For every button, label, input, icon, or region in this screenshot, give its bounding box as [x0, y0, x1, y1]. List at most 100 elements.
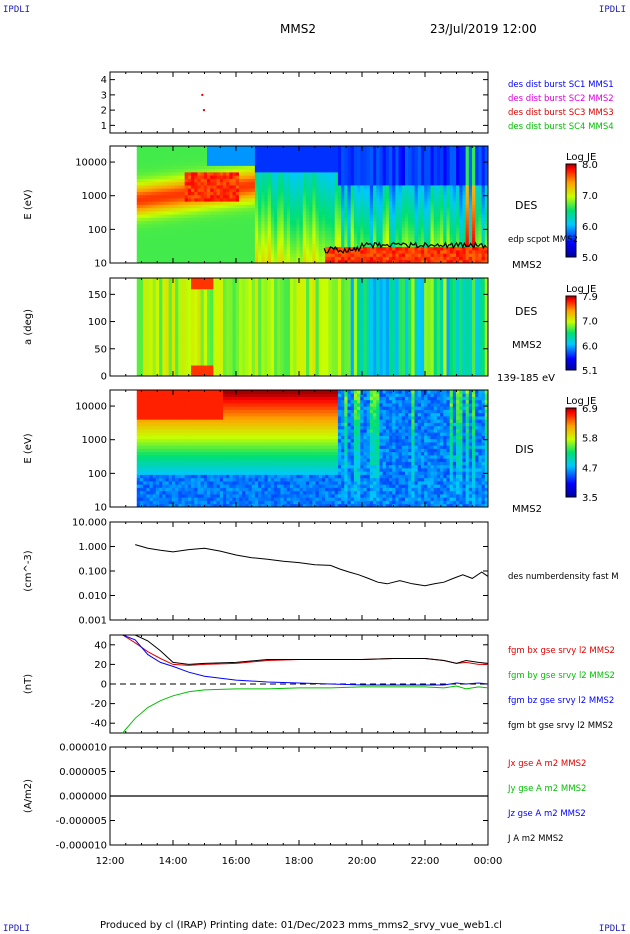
des-energy-cell	[197, 175, 202, 179]
des-energy-cell	[171, 172, 176, 176]
des-pitch-cell	[162, 280, 166, 284]
des-energy-cell	[162, 188, 166, 192]
des-energy-cell	[270, 188, 275, 192]
des-energy-cell	[452, 175, 457, 179]
des-pitch-cell	[175, 291, 179, 295]
des-pitch-cell	[191, 365, 195, 369]
des-energy-cell	[290, 224, 294, 228]
des-energy-cell	[143, 246, 147, 251]
des-energy-cell	[475, 194, 479, 199]
des-energy-cell	[363, 165, 368, 170]
des-energy-cell	[232, 188, 237, 192]
des-pitch-cell	[175, 343, 179, 347]
des-energy-cell	[440, 256, 444, 261]
des-pitch-cell	[171, 280, 176, 284]
des-energy-cell	[328, 214, 332, 218]
des-energy-cell	[213, 175, 217, 179]
des-pitch-cell	[159, 343, 163, 347]
des-energy-cell	[165, 230, 170, 235]
des-energy-cell	[357, 172, 361, 176]
des-pitch-cell	[139, 302, 144, 306]
des-energy-cell	[178, 224, 182, 228]
des-energy-cell	[392, 240, 396, 244]
des-energy-cell	[293, 146, 297, 150]
des-pitch-cell	[171, 332, 176, 336]
des-energy-cell	[270, 175, 275, 179]
des-energy-cell	[389, 188, 393, 192]
des-energy-cell	[385, 168, 390, 173]
des-energy-cell	[184, 256, 189, 261]
des-pitch-cell	[139, 288, 144, 293]
des-pitch-cell	[191, 359, 195, 363]
des-energy-cell	[385, 191, 390, 196]
des-energy-cell	[341, 243, 345, 248]
des-energy-cell	[449, 207, 454, 212]
des-energy-cell	[293, 175, 297, 179]
des-energy-cell	[258, 233, 262, 238]
des-energy-cell	[472, 230, 476, 235]
des-pitch-cell	[216, 321, 221, 325]
des-energy-cell	[417, 165, 422, 170]
des-energy-cell	[155, 233, 160, 238]
des-energy-cell	[309, 207, 313, 212]
des-energy-cell	[219, 217, 224, 222]
des-pitch-cell	[152, 313, 157, 317]
des-energy-cell	[462, 211, 467, 215]
des-energy-cell	[334, 194, 339, 199]
des-energy-cell	[443, 149, 447, 153]
des-energy-cell	[261, 172, 265, 176]
des-pitch-cell	[219, 291, 224, 295]
des-energy-cell	[443, 246, 447, 251]
des-energy-cell	[290, 246, 294, 251]
des-energy-cell	[424, 250, 428, 254]
des-pitch-cell	[143, 332, 147, 336]
des-pitch-cell	[216, 359, 221, 363]
des-energy-cell	[395, 198, 399, 202]
des-energy-cell	[331, 191, 336, 196]
des-pitch-cell	[162, 310, 166, 314]
des-energy-cell	[321, 168, 326, 173]
des-energy-cell	[280, 220, 285, 225]
des-energy-cell	[267, 250, 272, 254]
des-energy-cell	[363, 246, 368, 251]
des-energy-cell	[331, 224, 336, 228]
des-energy-cell	[337, 256, 342, 261]
des-energy-cell	[357, 201, 361, 205]
des-energy-cell	[290, 162, 294, 166]
des-energy-cell	[216, 146, 221, 150]
des-energy-cell	[472, 159, 476, 163]
des-energy-cell	[203, 201, 208, 205]
des-energy-cell	[229, 146, 233, 150]
des-energy-cell	[274, 227, 278, 231]
des-energy-cell	[465, 185, 470, 189]
des-energy-cell	[465, 207, 470, 212]
des-energy-cell	[321, 243, 326, 248]
des-pitch-cell	[178, 297, 182, 301]
des-energy-cell	[238, 191, 243, 196]
des-energy-cell	[341, 256, 345, 261]
des-energy-cell	[360, 178, 364, 183]
des-energy-cell	[440, 230, 444, 235]
des-energy-cell	[427, 201, 431, 205]
des-energy-cell	[484, 159, 489, 163]
des-energy-cell	[296, 237, 301, 241]
des-energy-cell	[175, 233, 179, 238]
des-pitch-cell	[152, 370, 157, 374]
des-energy-cell	[181, 237, 186, 241]
des-energy-cell	[430, 230, 435, 235]
des-energy-cell	[366, 211, 371, 215]
des-energy-cell	[159, 253, 163, 257]
des-energy-cell	[171, 250, 176, 254]
des-pitch-cell	[226, 370, 230, 374]
des-energy-cell	[222, 165, 227, 170]
des-energy-cell	[350, 188, 355, 192]
des-energy-cell	[481, 181, 486, 186]
des-energy-cell	[270, 227, 275, 231]
des-pitch-cell	[162, 318, 166, 322]
des-pitch-cell	[200, 310, 205, 314]
des-energy-cell	[290, 207, 294, 212]
des-energy-cell	[433, 159, 438, 163]
des-pitch-cell	[187, 283, 192, 287]
des-energy-cell	[325, 155, 329, 160]
des-energy-cell	[325, 191, 329, 196]
